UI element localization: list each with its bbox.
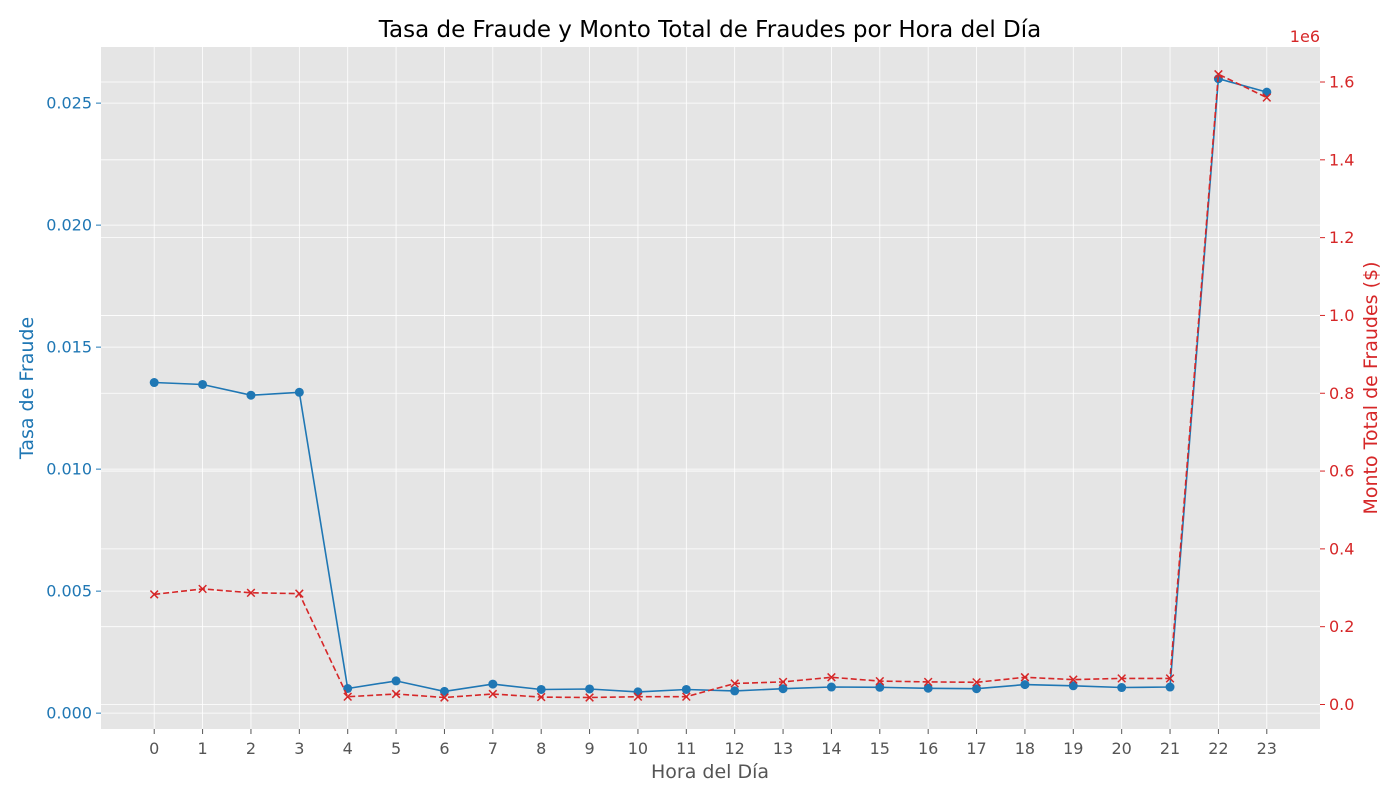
data-point-monto bbox=[1117, 674, 1127, 683]
y-left-tick-label: 0.005 bbox=[46, 582, 92, 601]
x-tick-label: 22 bbox=[1208, 739, 1228, 758]
y-right-tick-label: 0.6 bbox=[1329, 462, 1354, 481]
series-line-monto-total bbox=[154, 72, 1268, 699]
y-right-tick-label: 0.2 bbox=[1329, 617, 1354, 636]
x-tick-label: 17 bbox=[966, 739, 986, 758]
data-point-tasa bbox=[633, 687, 643, 697]
data-point-tasa bbox=[1068, 681, 1078, 691]
data-point-monto bbox=[536, 692, 546, 702]
data-point-monto bbox=[1214, 69, 1223, 79]
x-tick-label: 12 bbox=[725, 739, 745, 758]
x-tick-label: 6 bbox=[439, 739, 449, 758]
data-point-monto bbox=[1068, 675, 1078, 684]
data-point-tasa bbox=[826, 682, 836, 692]
data-point-monto bbox=[585, 693, 594, 702]
y-right-tick-label: 0.8 bbox=[1329, 384, 1354, 403]
data-point-monto bbox=[681, 692, 691, 702]
data-point-monto bbox=[198, 584, 207, 594]
axes-layer: 0 1 2 3 4 5 6 7 8 9 10 11 12 13 14 15 16 17 18 19 20 21 22 230.… bbox=[46, 73, 1354, 758]
data-point-tasa bbox=[778, 684, 788, 694]
data-point-tasa bbox=[1165, 682, 1175, 692]
x-tick-label: 21 bbox=[1160, 739, 1180, 758]
data-point-tasa bbox=[246, 390, 256, 400]
x-tick-label: 4 bbox=[343, 739, 353, 758]
x-tick-label: 19 bbox=[1063, 739, 1083, 758]
data-point-monto bbox=[343, 692, 353, 702]
x-axis-label: Hora del Día bbox=[651, 761, 769, 783]
data-point-monto bbox=[294, 589, 304, 598]
y-axis-left-label: Tasa de Fraude bbox=[16, 317, 38, 460]
data-point-monto bbox=[391, 689, 401, 699]
x-tick-label: 16 bbox=[918, 739, 938, 758]
grid bbox=[101, 47, 1320, 729]
data-point-monto bbox=[923, 677, 933, 687]
series-layer bbox=[149, 69, 1272, 702]
y-left-tick-label: 0.015 bbox=[46, 338, 92, 357]
data-point-tasa bbox=[585, 684, 595, 694]
x-tick-label: 13 bbox=[773, 739, 793, 758]
x-tick-label: 7 bbox=[488, 739, 498, 758]
data-point-tasa bbox=[198, 379, 208, 389]
data-point-monto bbox=[730, 679, 740, 688]
chart-title: Tasa de Fraude y Monto Total de Fraudes … bbox=[378, 17, 1041, 43]
data-point-tasa bbox=[681, 684, 691, 694]
data-point-tasa bbox=[730, 686, 740, 696]
data-point-monto bbox=[1262, 93, 1272, 102]
y-left-tick-label: 0.000 bbox=[46, 704, 92, 723]
y-right-tick-label: 0.0 bbox=[1329, 695, 1354, 714]
data-point-tasa bbox=[875, 682, 885, 692]
data-point-monto bbox=[488, 689, 498, 699]
x-tick-label: 14 bbox=[821, 739, 841, 758]
plot-area bbox=[101, 47, 1320, 729]
y-axis-right-label: Monto Total de Fraudes ($) bbox=[1360, 261, 1382, 514]
data-point-monto bbox=[1020, 672, 1030, 682]
data-point-monto bbox=[246, 588, 256, 598]
data-point-monto bbox=[972, 677, 981, 687]
x-tick-label: 2 bbox=[246, 739, 256, 758]
y-right-tick-label: 0.4 bbox=[1329, 539, 1354, 558]
y-left-tick-label: 0.025 bbox=[46, 94, 92, 113]
data-point-monto bbox=[149, 590, 159, 599]
data-point-monto bbox=[440, 693, 449, 702]
y-right-tick-label: 1.4 bbox=[1329, 150, 1354, 169]
x-tick-label: 1 bbox=[197, 739, 207, 758]
y-right-tick-label: 1.0 bbox=[1329, 306, 1354, 325]
data-point-tasa bbox=[972, 684, 982, 694]
x-tick-label: 11 bbox=[676, 739, 696, 758]
data-point-monto bbox=[875, 676, 885, 686]
data-point-monto bbox=[778, 677, 788, 687]
data-point-tasa bbox=[488, 679, 498, 689]
data-point-tasa bbox=[536, 684, 546, 694]
data-point-monto bbox=[1165, 674, 1175, 683]
x-tick-label: 0 bbox=[149, 739, 159, 758]
data-point-tasa bbox=[391, 676, 401, 686]
x-tick-label: 10 bbox=[628, 739, 648, 758]
x-tick-label: 5 bbox=[391, 739, 401, 758]
x-tick-label: 18 bbox=[1015, 739, 1035, 758]
data-point-monto bbox=[633, 692, 643, 702]
data-point-tasa bbox=[439, 686, 449, 696]
y-left-tick-label: 0.020 bbox=[46, 216, 92, 235]
data-point-tasa bbox=[1117, 683, 1127, 693]
y-right-tick-label: 1.6 bbox=[1329, 73, 1354, 92]
y-right-tick-label: 1.2 bbox=[1329, 228, 1354, 247]
data-point-monto bbox=[827, 672, 836, 682]
x-tick-label: 8 bbox=[536, 739, 546, 758]
x-tick-label: 20 bbox=[1111, 739, 1131, 758]
data-point-tasa bbox=[923, 683, 933, 693]
x-tick-label: 23 bbox=[1257, 739, 1277, 758]
data-point-tasa bbox=[1020, 680, 1030, 690]
x-tick-label: 15 bbox=[870, 739, 890, 758]
x-tick-label: 9 bbox=[584, 739, 594, 758]
data-point-tasa bbox=[294, 387, 304, 397]
x-tick-label: 3 bbox=[294, 739, 304, 758]
y-axis-right-offset: 1e6 bbox=[1290, 27, 1320, 46]
data-point-tasa bbox=[149, 378, 159, 388]
y-left-tick-label: 0.010 bbox=[46, 460, 92, 479]
